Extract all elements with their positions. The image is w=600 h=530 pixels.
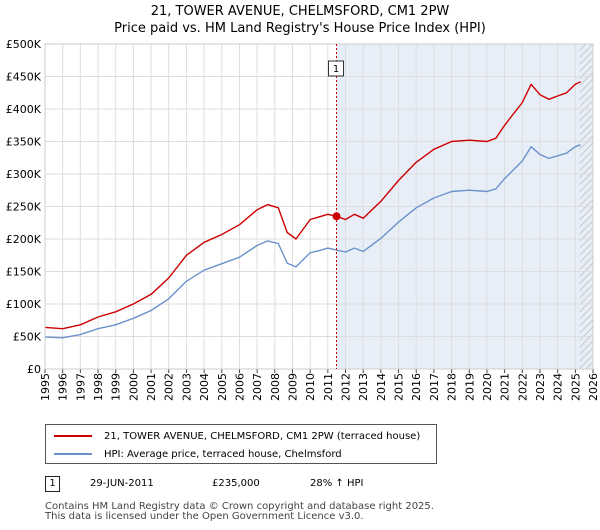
x-tick-label: 2004 (198, 373, 211, 401)
x-tick-label: 2012 (340, 373, 353, 401)
x-tick-label: 2022 (516, 373, 529, 401)
x-tick-label: 2006 (233, 373, 246, 401)
x-tick-label: 1999 (110, 373, 123, 401)
footer: Contains HM Land Registry data © Crown c… (45, 502, 434, 522)
x-tick-label: 2018 (446, 373, 459, 401)
y-tick-label: £350K (6, 136, 42, 149)
price-chart: £0 £50K £100K £150K £200K £250K £300K £350K £400… (6, 38, 600, 401)
x-tick-label: 2014 (375, 373, 388, 401)
x-tick-label: 2023 (534, 373, 547, 401)
x-tick-label: 2002 (163, 373, 176, 401)
x-tick-label: 2019 (463, 373, 476, 401)
sale-date: 29-JUN-2011 (90, 478, 154, 489)
plot-border (44, 43, 594, 370)
x-tick-label: 2005 (216, 373, 229, 401)
legend: 21, TOWER AVENUE, CHELMSFORD, CM1 2PW (t… (45, 424, 437, 464)
x-tick-label: 2008 (269, 373, 282, 401)
x-tick-label: 1997 (74, 373, 87, 401)
legend-item-hpi: HPI: Average price, terraced house, Chel… (54, 446, 342, 462)
y-tick-label: £100K (6, 298, 42, 311)
x-tick-label: 2009 (286, 373, 299, 401)
sale-point (332, 212, 341, 221)
y-tick-label: £300K (6, 168, 42, 181)
x-tick-label: 2000 (127, 373, 140, 401)
x-tick-label: 1998 (92, 373, 105, 401)
x-tick-label: 2011 (322, 373, 335, 401)
x-tick-label: 2003 (180, 373, 193, 401)
hpi-series-line (44, 144, 581, 339)
legend-swatch-hpi (54, 453, 92, 455)
x-tick-label: 2024 (552, 373, 565, 401)
x-tick-label: 2025 (569, 373, 582, 401)
sale-price: £235,000 (212, 478, 260, 489)
x-tick-label: 2013 (357, 373, 370, 401)
y-tick-label: £500K (6, 38, 42, 51)
legend-label-hpi: HPI: Average price, terraced house, Chel… (104, 448, 342, 460)
sale-hpi-change: 28% ↑ HPI (310, 478, 364, 489)
sale-marker-label: 1 (333, 64, 339, 75)
y-tick-label: £150K (6, 266, 42, 279)
y-tick-label: £0 (27, 363, 41, 376)
legend-label-property: 21, TOWER AVENUE, CHELMSFORD, CM1 2PW (t… (104, 430, 421, 442)
x-tick-label: 1995 (39, 373, 52, 401)
x-tick-label: 2017 (428, 373, 441, 401)
x-tick-label: 2007 (251, 373, 264, 401)
legend-item-property: 21, TOWER AVENUE, CHELMSFORD, CM1 2PW (t… (54, 428, 420, 444)
chart-title-line2: Price paid vs. HM Land Registry's House … (114, 21, 486, 36)
chart-title-line1: 21, TOWER AVENUE, CHELMSFORD, CM1 2PW (150, 4, 450, 19)
x-tick-label: 2026 (587, 373, 600, 401)
x-tick-label: 1996 (57, 373, 70, 401)
y-tick-label: £450K (6, 71, 42, 84)
sale-marker-box (328, 60, 345, 77)
x-tick-label: 2001 (145, 373, 158, 401)
x-tick-label: 2021 (499, 373, 512, 401)
y-tick-label: £50K (13, 331, 42, 344)
x-tick-label: 2015 (393, 373, 406, 401)
x-tick-label: 2016 (410, 373, 423, 401)
y-tick-label: £250K (6, 201, 42, 214)
x-tick-label: 2020 (481, 373, 494, 401)
y-tick-label: £200K (6, 233, 42, 246)
footer-copyright: Contains HM Land Registry data © Crown c… (45, 501, 434, 512)
sale-marker-badge: 1 (45, 476, 60, 492)
x-tick-label: 2010 (304, 373, 317, 401)
footer-licence: This data is licensed under the Open Gov… (45, 511, 364, 522)
y-tick-label: £400K (6, 103, 42, 116)
legend-swatch-property (54, 435, 92, 437)
